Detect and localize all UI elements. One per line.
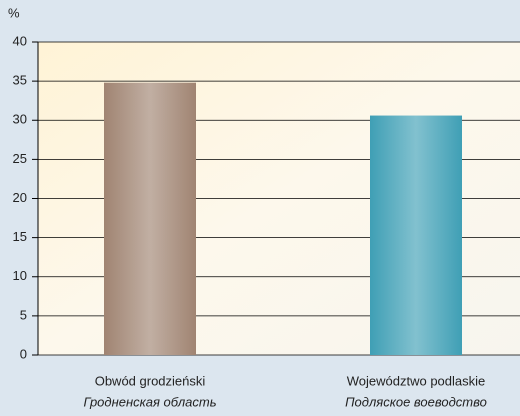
y-tick-label: 5	[20, 307, 27, 322]
y-tick-label: 15	[13, 229, 27, 244]
y-tick-label: 30	[13, 112, 27, 127]
bar	[104, 82, 196, 355]
x-tick-label: Obwód grodzieński	[95, 373, 206, 388]
y-tick-label: 10	[13, 268, 27, 283]
x-tick-label: Подляское воеводство	[345, 394, 487, 409]
y-tick-label: 35	[13, 73, 27, 88]
y-tick-label: 40	[13, 33, 27, 48]
x-tick-label: Гродненская область	[83, 394, 216, 409]
y-tick-label: 20	[13, 190, 27, 205]
y-tick-label: 25	[13, 151, 27, 166]
y-axis-label: %	[8, 5, 20, 20]
x-tick-label: Województwo podlaskie	[347, 373, 486, 388]
y-tick-label: 0	[20, 346, 27, 361]
bar	[370, 115, 462, 356]
